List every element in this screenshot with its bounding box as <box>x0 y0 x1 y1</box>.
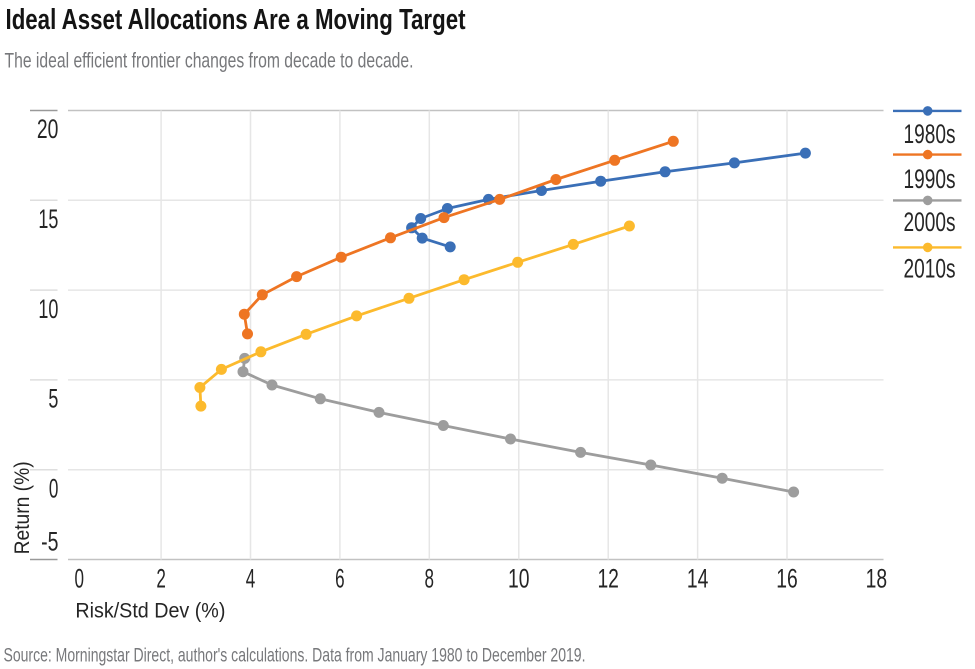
svg-text:8: 8 <box>425 564 435 594</box>
svg-text:10: 10 <box>38 294 58 324</box>
svg-text:20: 20 <box>37 114 59 144</box>
svg-text:1980s: 1980s <box>904 119 956 149</box>
svg-text:Ideal Asset Allocations Are a: Ideal Asset Allocations Are a Moving Tar… <box>6 4 466 36</box>
svg-text:Risk/Std Dev (%): Risk/Std Dev (%) <box>75 600 225 623</box>
svg-text:2010s: 2010s <box>904 253 956 283</box>
svg-text:0: 0 <box>49 473 59 503</box>
svg-text:-5: -5 <box>41 526 58 556</box>
svg-text:10: 10 <box>508 564 530 594</box>
svg-text:0: 0 <box>74 564 84 594</box>
svg-text:Return (%): Return (%) <box>11 461 34 554</box>
svg-text:16: 16 <box>776 564 798 594</box>
svg-text:18: 18 <box>866 564 888 594</box>
svg-text:2000s: 2000s <box>904 207 956 237</box>
svg-text:The ideal efficient frontier c: The ideal efficient frontier changes fro… <box>5 50 414 73</box>
svg-text:1990s: 1990s <box>904 164 956 194</box>
svg-text:Source: Morningstar Direct, au: Source: Morningstar Direct, author's cal… <box>4 646 586 667</box>
svg-text:15: 15 <box>38 204 58 234</box>
svg-text:5: 5 <box>48 384 58 414</box>
svg-text:6: 6 <box>335 564 345 594</box>
svg-text:2: 2 <box>156 564 166 594</box>
svg-text:4: 4 <box>246 564 256 594</box>
svg-text:12: 12 <box>597 564 619 594</box>
svg-text:14: 14 <box>687 564 709 594</box>
